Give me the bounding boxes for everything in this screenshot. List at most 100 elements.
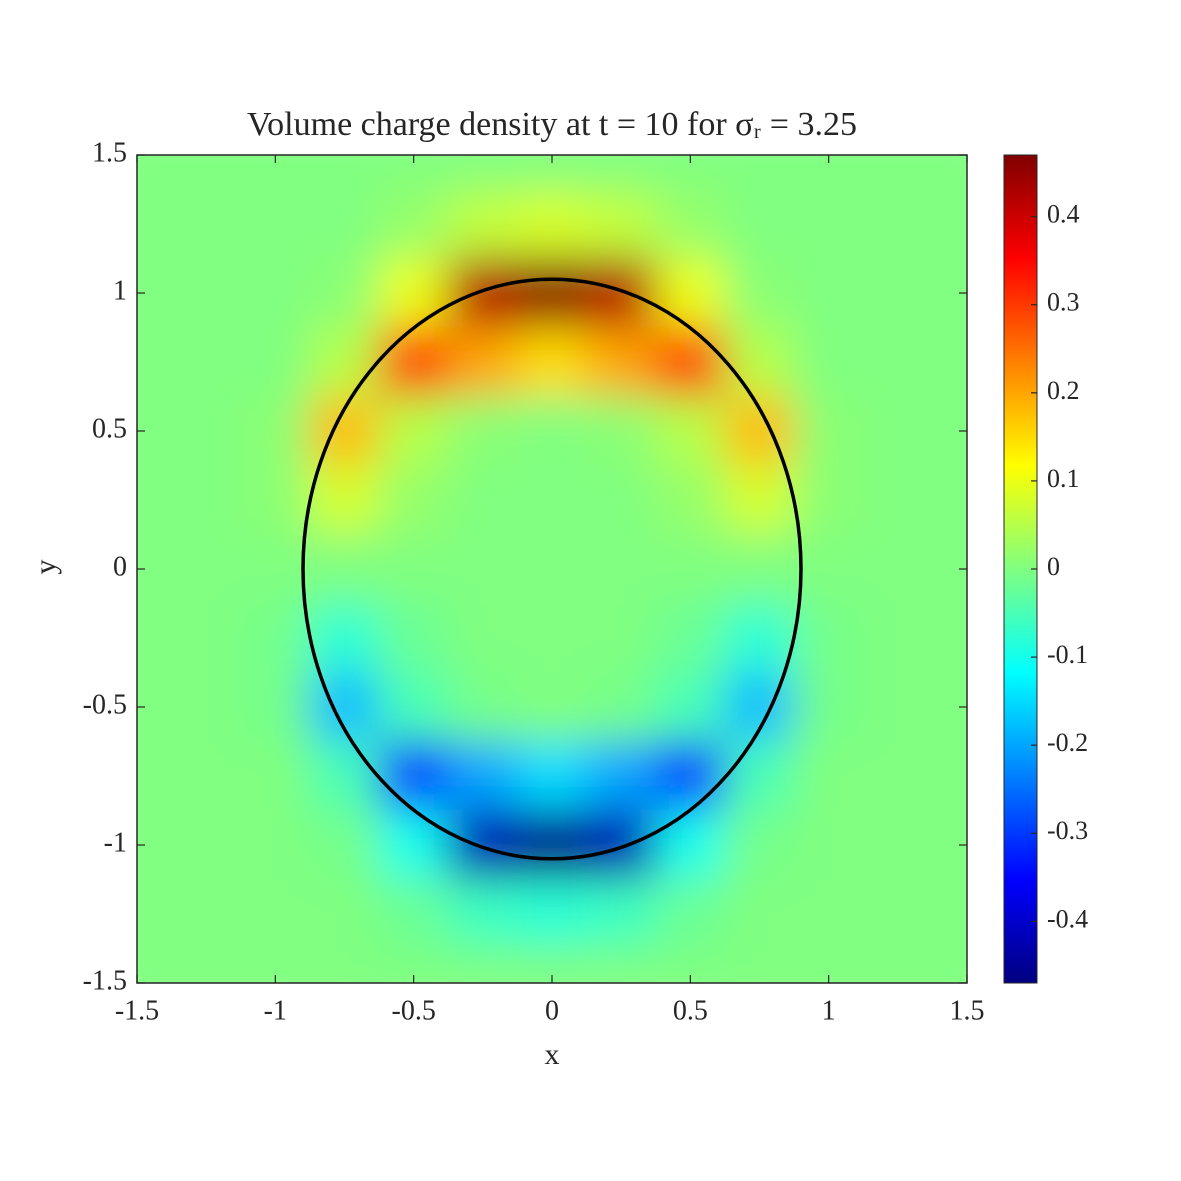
heat-cell — [862, 672, 933, 742]
heat-cell — [655, 258, 726, 328]
heat-cell — [931, 189, 967, 259]
colorbar-tick-label: 0.4 — [1047, 200, 1080, 229]
heat-cell — [378, 603, 449, 673]
heat-cell — [447, 534, 518, 604]
heat-cell — [586, 189, 657, 259]
heat-cell — [793, 741, 864, 811]
heat-cell — [309, 189, 380, 259]
x-tick-label: -1.5 — [115, 995, 159, 1026]
heat-cell — [931, 155, 967, 190]
heat-cell — [862, 741, 933, 811]
heat-cell — [171, 603, 242, 673]
heat-cell — [793, 603, 864, 673]
y-tick-label: 0.5 — [92, 413, 127, 444]
heat-cell — [240, 327, 311, 397]
colorbar-tick-label: 0.3 — [1047, 288, 1080, 317]
heat-cell — [171, 155, 242, 190]
heat-cell — [378, 741, 449, 811]
heat-cell — [931, 465, 967, 535]
heat-cell — [309, 327, 380, 397]
heat-cell — [309, 534, 380, 604]
colorbar-tick-label: -0.1 — [1047, 640, 1088, 669]
heat-cell — [793, 534, 864, 604]
heat-cell — [447, 189, 518, 259]
heat-cell — [931, 603, 967, 673]
heat-cell — [240, 741, 311, 811]
heat-cell — [378, 189, 449, 259]
heat-cell — [137, 327, 173, 397]
heat-cell — [171, 879, 242, 949]
heat-cell — [793, 189, 864, 259]
heat-cell — [447, 810, 518, 880]
heat-cell — [516, 672, 588, 742]
heat-cell — [447, 603, 518, 673]
heat-cell — [309, 465, 380, 535]
heat-cell — [378, 879, 449, 949]
heat-cell — [378, 810, 449, 880]
heat-cell — [793, 327, 864, 397]
heat-cell — [586, 465, 657, 535]
heat-cell — [516, 189, 588, 259]
x-tick-label: 0 — [545, 995, 559, 1026]
heat-cell — [793, 258, 864, 328]
heat-cell — [862, 603, 933, 673]
heat-cell — [724, 810, 795, 880]
heat-cell — [447, 948, 518, 983]
heat-cell — [655, 672, 726, 742]
heat-cell — [586, 879, 657, 949]
colorbar-tick-label: 0.1 — [1047, 464, 1080, 493]
heat-cell — [240, 465, 311, 535]
heat-cell — [862, 534, 933, 604]
heat-cell — [137, 948, 173, 983]
heat-cell — [931, 327, 967, 397]
colorbar-tick-label: 0 — [1047, 552, 1060, 581]
heat-cell — [516, 258, 588, 328]
heat-cell — [378, 534, 449, 604]
heat-cell — [724, 603, 795, 673]
heat-cell — [793, 810, 864, 880]
heat-cell — [793, 465, 864, 535]
heat-cell — [240, 534, 311, 604]
heat-cell — [931, 948, 967, 983]
heat-cell — [724, 258, 795, 328]
heat-cell — [137, 741, 173, 811]
heat-cell — [586, 810, 657, 880]
heat-cell — [586, 948, 657, 983]
heat-cell — [655, 189, 726, 259]
y-axis-label: y — [29, 560, 62, 575]
heat-cell — [862, 948, 933, 983]
y-tick-label: 0 — [113, 551, 127, 582]
heat-cell — [516, 465, 588, 535]
heat-cell — [862, 258, 933, 328]
colorbar-tick-label: -0.3 — [1047, 816, 1088, 845]
x-tick-label: 0.5 — [673, 995, 708, 1026]
heat-cell — [516, 396, 588, 466]
heat-cell — [240, 879, 311, 949]
heat-cell — [724, 879, 795, 949]
heat-cell — [309, 603, 380, 673]
heat-cell — [586, 534, 657, 604]
heat-cell — [724, 327, 795, 397]
heat-cell — [309, 258, 380, 328]
heat-cell — [655, 810, 726, 880]
heat-cell — [516, 603, 588, 673]
heat-cell — [309, 879, 380, 949]
heat-cell — [862, 465, 933, 535]
x-axis-label: x — [545, 1038, 560, 1071]
heat-cell — [309, 741, 380, 811]
y-tick-label: -1.5 — [83, 965, 127, 996]
heat-cell — [240, 810, 311, 880]
heat-cell — [137, 465, 173, 535]
heat-cell — [516, 534, 588, 604]
heat-cell — [378, 327, 449, 397]
heat-cell — [378, 396, 449, 466]
heat-cell — [516, 741, 588, 811]
heat-cell — [309, 810, 380, 880]
colorbar-tick-label: -0.2 — [1047, 728, 1088, 757]
heat-cell — [137, 603, 173, 673]
heat-cell — [447, 258, 518, 328]
heat-cell — [655, 603, 726, 673]
heat-cell — [586, 603, 657, 673]
heat-cell — [240, 603, 311, 673]
heat-cell — [862, 396, 933, 466]
